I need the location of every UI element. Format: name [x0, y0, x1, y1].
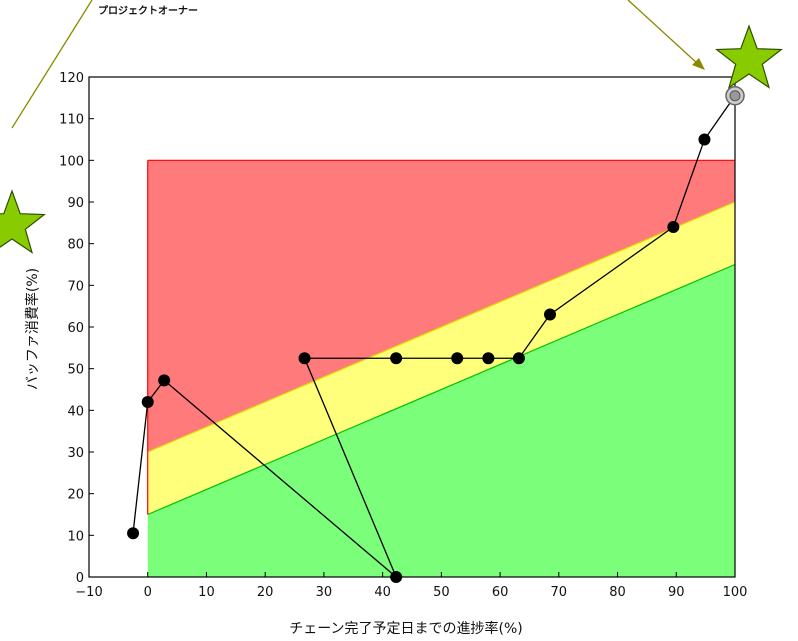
data-point — [141, 396, 154, 408]
data-point — [451, 352, 464, 365]
y-tick-label: 30 — [67, 446, 84, 461]
y-tick-label: 90 — [67, 196, 84, 211]
y-tick-label: 10 — [67, 529, 84, 544]
data-point — [158, 374, 171, 387]
axis-ticks: −10 0 10 20 30 40 50 60 70 80 90 100010203040506070… — [59, 71, 747, 600]
x-tick-label: 0 — [144, 585, 152, 600]
y-tick-label: 70 — [67, 279, 84, 294]
data-point — [667, 221, 680, 233]
progress-series — [127, 86, 745, 583]
decorations — [0, 0, 783, 254]
y-tick-label: 50 — [67, 363, 84, 378]
right-star-icon — [715, 24, 783, 89]
zone-green — [147, 264, 735, 577]
x-tick-label: 10 — [198, 585, 215, 600]
data-point — [127, 527, 140, 540]
data-point — [544, 308, 557, 321]
left-star-icon — [0, 189, 46, 254]
y-tick-label: 100 — [59, 154, 84, 169]
x-tick-label: 80 — [609, 585, 626, 600]
buffer-zones — [147, 159, 736, 577]
y-axis-title: バッファ消費率(%) — [24, 268, 41, 390]
x-tick-label: 90 — [668, 585, 685, 600]
x-tick-label: 20 — [257, 585, 274, 600]
x-tick-label: 30 — [316, 585, 333, 600]
y-tick-label: 110 — [59, 113, 84, 128]
data-point — [298, 352, 311, 365]
x-tick-label: −10 — [75, 585, 102, 600]
y-tick-label: 40 — [67, 404, 84, 419]
y-tick-label: 60 — [67, 321, 84, 336]
annotation-leader-left — [11, 0, 93, 129]
data-point — [698, 133, 711, 146]
annotation-arrow-right — [627, 0, 699, 65]
data-point — [512, 352, 525, 365]
y-tick-label: 20 — [67, 488, 84, 503]
y-tick-label: 0 — [76, 571, 84, 586]
project-owner-annotation: プロジェクトオーナー — [98, 4, 198, 17]
data-point — [482, 352, 495, 365]
highlight-point — [729, 90, 741, 102]
annotation-arrowhead — [692, 58, 705, 70]
data-point — [390, 352, 403, 365]
x-tick-label: 40 — [374, 585, 391, 600]
x-axis-title: チェーン完了予定日までの進捗率(%) — [289, 620, 523, 637]
data-point — [390, 571, 403, 583]
x-tick-label: 70 — [551, 585, 568, 600]
zone-yellow-upper-edge — [147, 201, 736, 453]
x-tick-label: 60 — [492, 585, 509, 600]
x-tick-label: 100 — [723, 585, 748, 600]
x-tick-label: 50 — [433, 585, 450, 600]
zone-red — [147, 160, 735, 453]
y-tick-label: 120 — [59, 71, 84, 86]
zone-green-upper-edge — [147, 263, 736, 516]
y-tick-label: 80 — [67, 238, 84, 253]
